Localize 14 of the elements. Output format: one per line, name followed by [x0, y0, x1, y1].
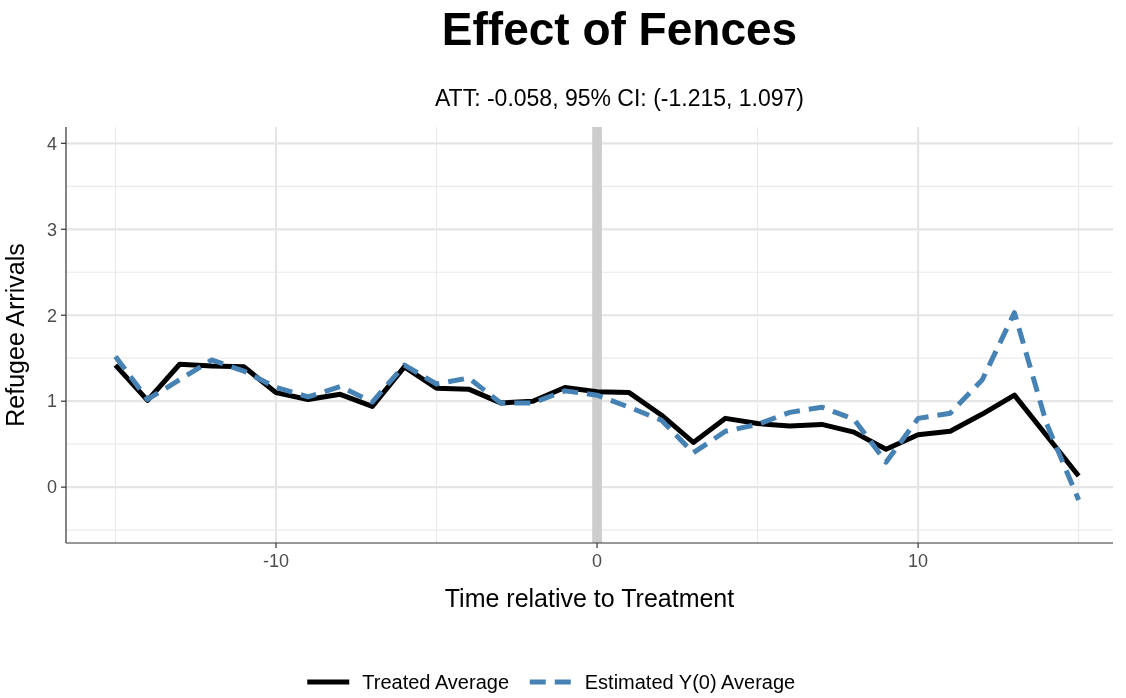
y-axis-title: Refugee Arrivals	[1, 243, 29, 427]
x-tick-label: 0	[592, 551, 603, 571]
x-tick-label: -10	[262, 551, 289, 571]
y-tick-label: 2	[46, 305, 57, 326]
x-axis-title: Time relative to Treatment	[444, 584, 735, 612]
y-tick-label: 1	[46, 391, 57, 412]
legend-label: Estimated Y(0) Average	[584, 671, 796, 693]
x-tick-label: 10	[908, 551, 929, 571]
legend-label: Treated Average	[362, 671, 510, 693]
y-tick-label: 4	[46, 133, 57, 154]
chart-subtitle: ATT: -0.058, 95% CI: (-1.215, 1.097)	[434, 85, 805, 111]
y-tick-label: 0	[46, 477, 57, 498]
chart-title: Effect of Fences	[441, 3, 798, 55]
y-tick-label: 3	[46, 219, 57, 240]
